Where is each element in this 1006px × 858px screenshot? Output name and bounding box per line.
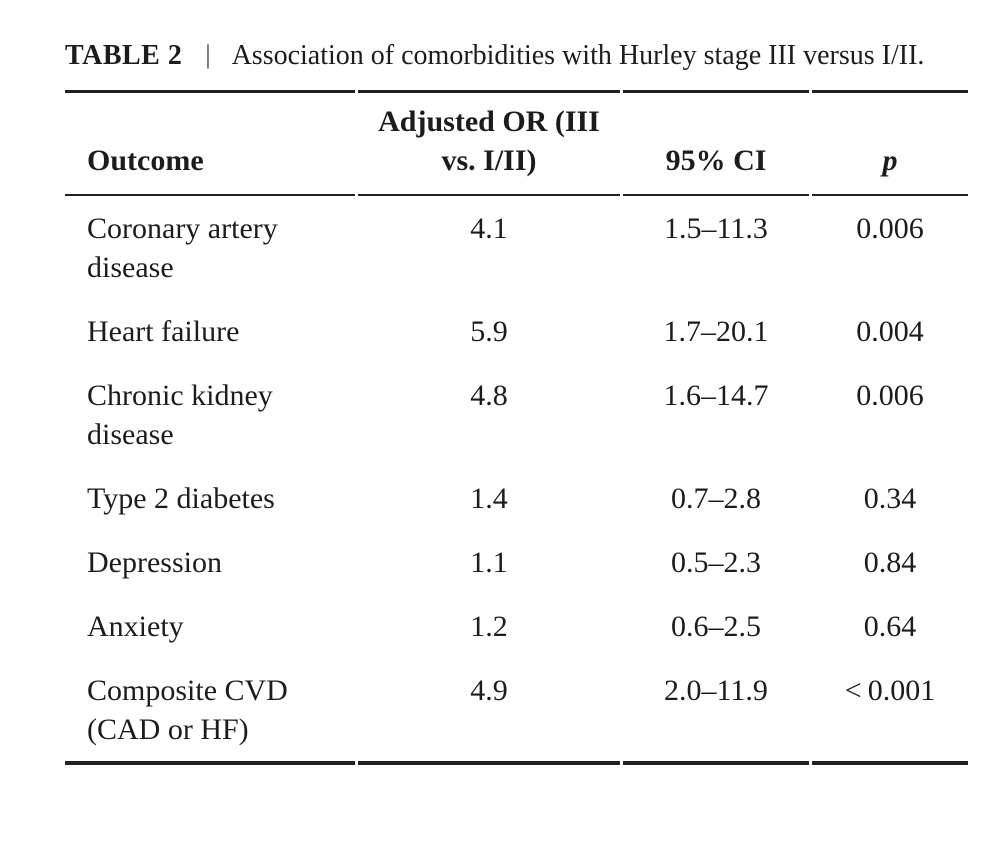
- table-row: Anxiety 1.2 0.6–2.5 0.64: [65, 594, 968, 658]
- cell-adjusted-or: 5.9: [470, 315, 508, 348]
- cell-95ci: 0.5–2.3: [671, 546, 761, 579]
- col-header-95ci: 95% CI: [623, 90, 809, 196]
- caption-separator: |: [205, 40, 211, 69]
- cell-p-value: < 0.001: [812, 658, 968, 765]
- table-header: Outcome Adjusted OR (III vs. I/II) 95% C…: [65, 90, 968, 196]
- cell-adjusted-or: 1.4: [470, 482, 508, 515]
- comorbidity-table: Outcome Adjusted OR (III vs. I/II) 95% C…: [62, 90, 971, 765]
- header-row: Outcome Adjusted OR (III vs. I/II) 95% C…: [65, 90, 968, 196]
- cell-outcome: Heart failure: [87, 315, 240, 348]
- cell-adjusted-or: 1.1: [470, 546, 508, 579]
- cell-p-value: 0.006: [856, 212, 924, 245]
- cell-outcome: Coronary artery disease: [87, 212, 278, 284]
- cell-p-value: 0.006: [856, 379, 924, 412]
- caption-text: Association of comorbidities with Hurley…: [231, 40, 925, 71]
- cell-outcome: Depression: [87, 546, 222, 579]
- table-body: Coronary artery disease 4.1 1.5–11.3 0.0…: [65, 196, 968, 765]
- cell-outcome: Chronic kidney disease: [87, 379, 273, 451]
- cell-outcome: Type 2 diabetes: [87, 482, 275, 515]
- cell-outcome: Anxiety: [87, 610, 184, 643]
- cell-adjusted-or: 4.8: [470, 379, 508, 412]
- cell-adjusted-or: 4.9: [358, 658, 620, 765]
- cell-95ci: 1.5–11.3: [664, 212, 768, 245]
- table-row: Type 2 diabetes 1.4 0.7–2.8 0.34: [65, 466, 968, 530]
- table-row: Chronic kidney disease 4.8 1.6–14.7 0.00…: [65, 363, 968, 466]
- cell-95ci: 1.6–14.7: [663, 379, 769, 412]
- paper-page: TABLE 2 | Association of comorbidities wit…: [62, 36, 971, 765]
- cell-adjusted-or: 4.1: [470, 212, 508, 245]
- cell-adjusted-or: 1.2: [470, 610, 508, 643]
- table-caption: TABLE 2 | Association of comorbidities wit…: [65, 36, 965, 76]
- table-row: Depression 1.1 0.5–2.3 0.84: [65, 530, 968, 594]
- cell-p-value: 0.84: [863, 546, 917, 579]
- cell-outcome: Composite CVD (CAD or HF): [65, 658, 355, 765]
- cell-p-value: 0.34: [863, 482, 917, 515]
- cell-95ci: 2.0–11.9: [623, 658, 809, 765]
- cell-95ci: 0.7–2.8: [671, 482, 761, 515]
- col-header-p: p: [812, 90, 968, 196]
- cell-95ci: 1.7–20.1: [663, 315, 769, 348]
- table-row: Composite CVD (CAD or HF) 4.9 2.0–11.9 <…: [65, 658, 968, 765]
- cell-p-value: 0.64: [863, 610, 917, 643]
- table-row: Coronary artery disease 4.1 1.5–11.3 0.0…: [65, 196, 968, 299]
- cell-p-value: 0.004: [856, 315, 924, 348]
- col-header-adjusted-or: Adjusted OR (III vs. I/II): [358, 90, 620, 196]
- table-label: TABLE 2: [65, 40, 183, 71]
- cell-95ci: 0.6–2.5: [671, 610, 761, 643]
- col-header-outcome: Outcome: [65, 90, 355, 196]
- table-row: Heart failure 5.9 1.7–20.1 0.004: [65, 299, 968, 363]
